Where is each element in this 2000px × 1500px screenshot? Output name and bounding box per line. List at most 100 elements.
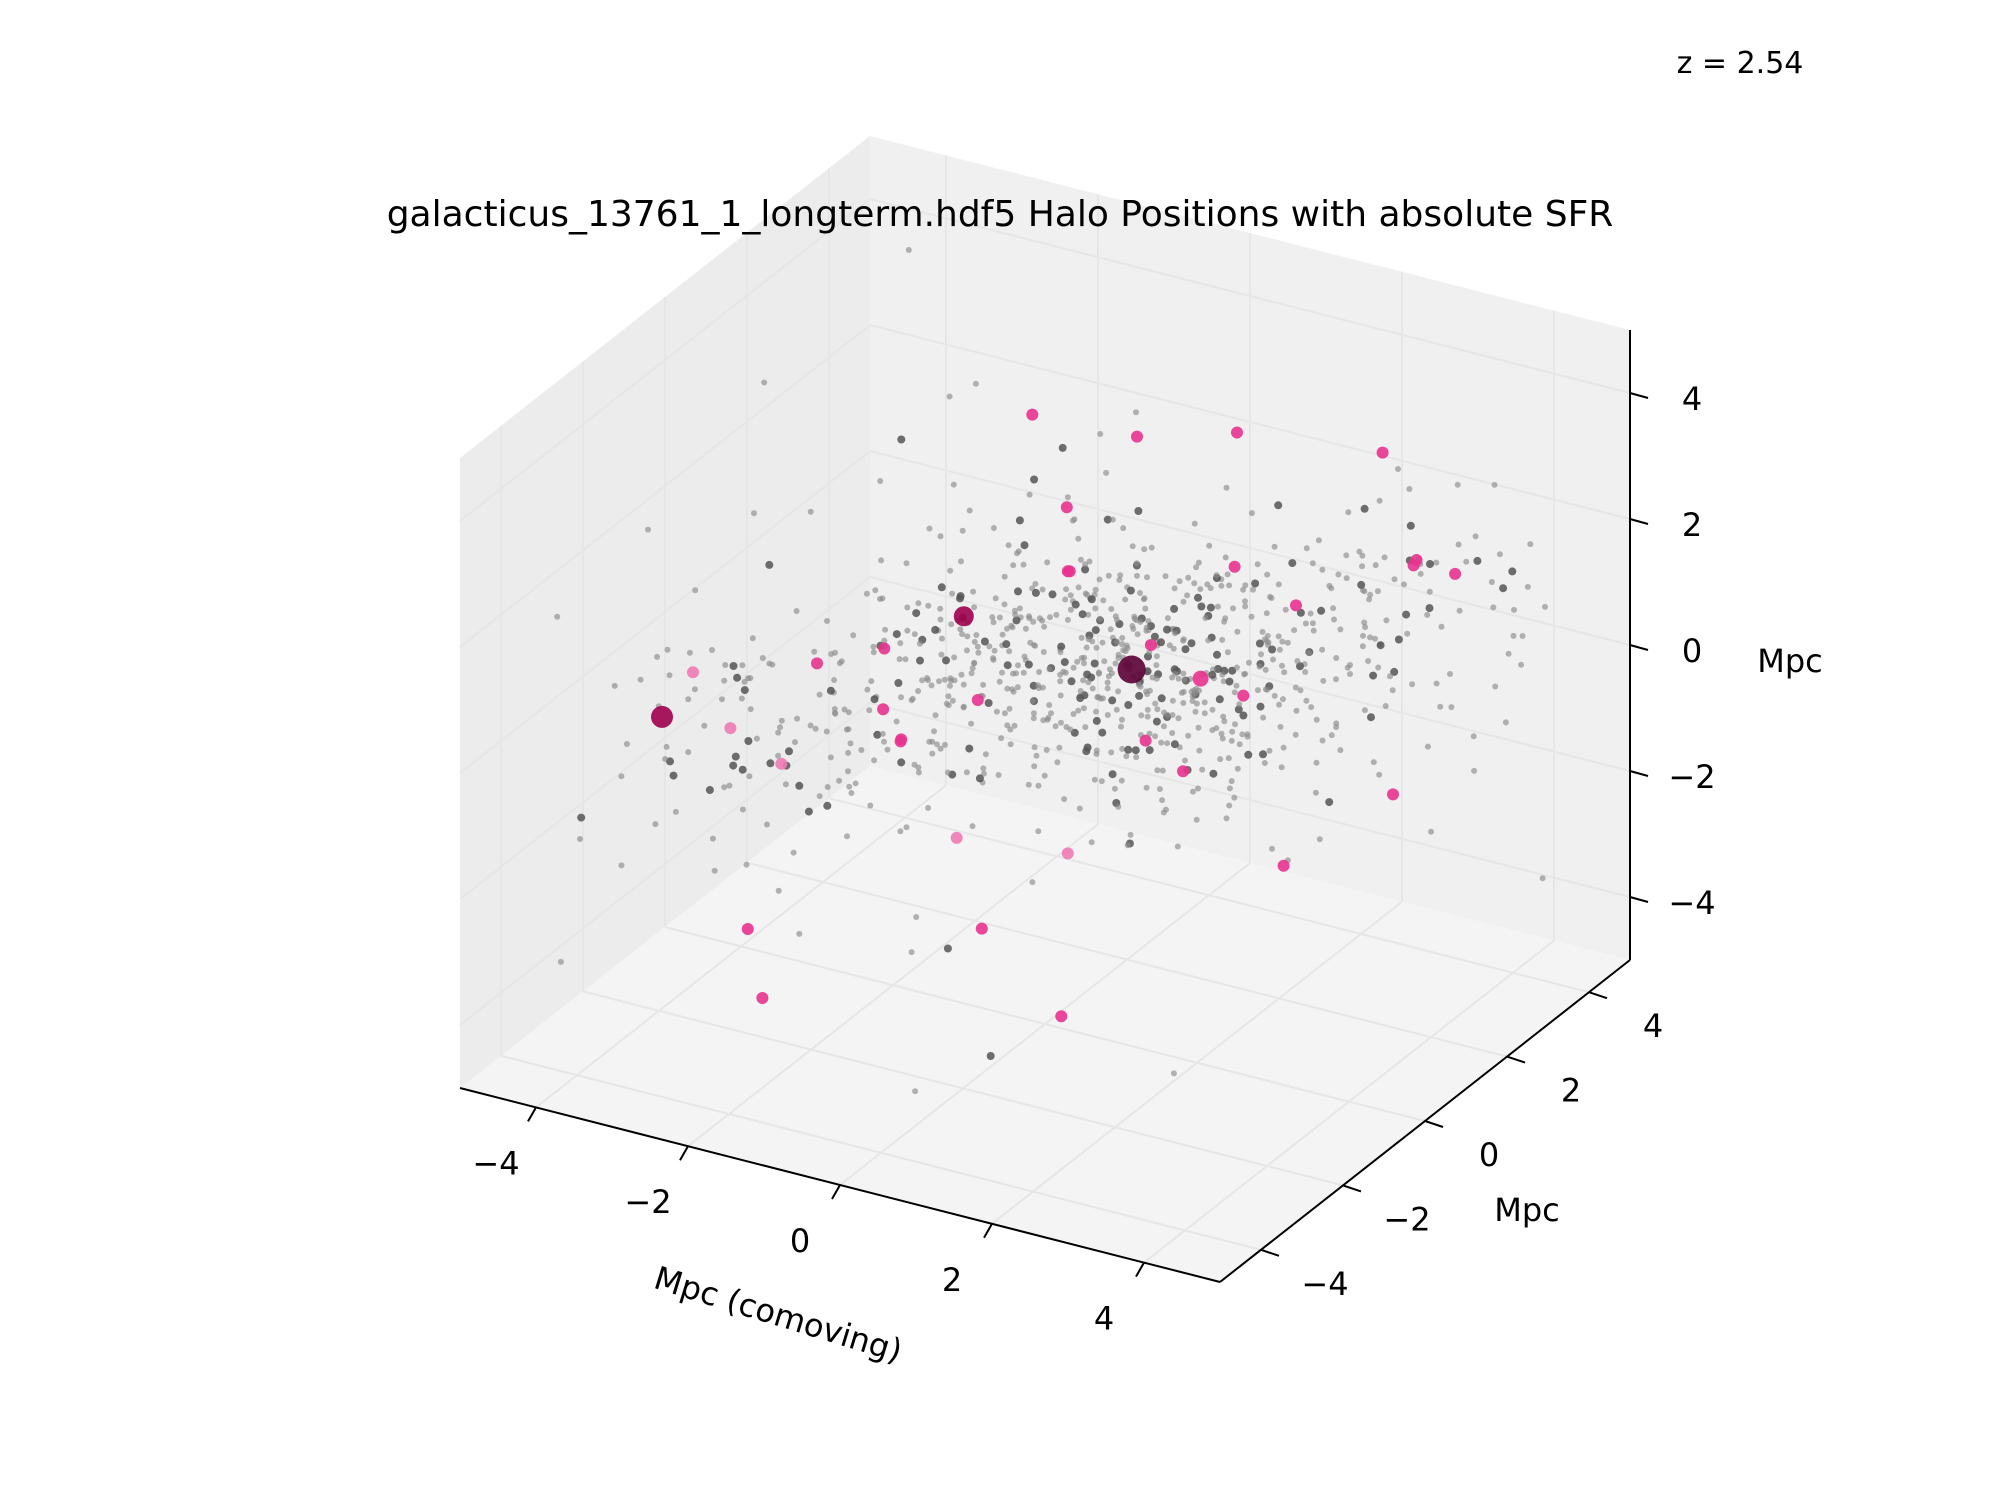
halo-point (1206, 603, 1215, 612)
halo-point (1100, 597, 1107, 604)
x-tick (983, 1223, 993, 1239)
halo-point (1170, 604, 1179, 613)
halo-point (1031, 744, 1038, 751)
halo-point (937, 616, 944, 623)
halo-point (1169, 730, 1176, 736)
halo-point (1319, 737, 1326, 744)
halo-point (1031, 588, 1040, 597)
halo-point (1282, 606, 1289, 613)
halo-point (1157, 694, 1166, 703)
halo-point (1082, 724, 1089, 731)
halo-point (1063, 586, 1070, 593)
halo-point (766, 759, 775, 768)
halo-point (721, 677, 728, 684)
halo-point (701, 722, 708, 729)
halo-point (1160, 723, 1167, 730)
halo-point (1248, 613, 1255, 620)
halo-point (1330, 605, 1337, 612)
x-tick (679, 1145, 689, 1161)
grid-line (869, 198, 1631, 394)
halo-point (1292, 684, 1299, 691)
halo-point (1333, 676, 1339, 683)
grid-line (1143, 939, 1555, 1264)
halo-point (998, 735, 1005, 742)
halo-point (1046, 666, 1053, 673)
halo-point (1433, 680, 1440, 687)
halo-point (1220, 713, 1227, 720)
halo-point (1376, 641, 1385, 650)
halo-point (823, 728, 830, 735)
halo-point (1112, 660, 1119, 667)
halo-point (1141, 546, 1148, 553)
halo-point (947, 567, 954, 574)
halo-point (749, 635, 756, 642)
halo-point (1278, 764, 1285, 771)
halo-point (975, 774, 984, 783)
halo-point (1097, 431, 1104, 437)
halo-point (777, 724, 783, 731)
halo-point (796, 930, 803, 937)
halo-point (1116, 577, 1123, 583)
halo-point (1223, 484, 1230, 491)
halo-point (1309, 560, 1316, 567)
halo-point (1077, 688, 1084, 694)
halo-point (1417, 570, 1424, 577)
halo-point (915, 600, 922, 607)
halo-point (963, 769, 970, 776)
halo-point (824, 618, 830, 624)
halo-point (1169, 697, 1176, 704)
halo-point (957, 626, 964, 633)
halo-point (804, 807, 813, 816)
z-tick-label: 4 (1682, 380, 1702, 418)
halo-point (1098, 778, 1105, 785)
halo-point (726, 782, 733, 789)
halo-point (1152, 700, 1159, 707)
halo-point (1317, 606, 1326, 615)
grid-line (459, 324, 871, 648)
halo-point (1057, 649, 1064, 656)
halo-point (1182, 757, 1188, 764)
grid-line (869, 324, 1631, 520)
halo-point (1115, 803, 1122, 810)
grid-line (459, 450, 871, 774)
sfr-point (775, 757, 788, 770)
halo-point (1170, 740, 1179, 749)
x-tick-label: 0 (790, 1222, 810, 1260)
halo-point (1170, 1070, 1177, 1077)
halo-point (1143, 688, 1149, 695)
halo-point (1131, 746, 1140, 755)
halo-point (1236, 701, 1243, 708)
halo-point (1181, 676, 1188, 683)
halo-point (1424, 611, 1431, 618)
halo-point (864, 686, 871, 693)
halo-point (1154, 706, 1161, 713)
halo-point (1157, 638, 1165, 647)
halo-point (1131, 613, 1138, 620)
halo-point (785, 747, 793, 756)
halo-point (1016, 605, 1023, 612)
halo-point (1169, 674, 1176, 681)
halo-point (1225, 755, 1232, 762)
halo-point (827, 754, 834, 761)
halo-point (972, 380, 979, 387)
halo-point (1176, 578, 1183, 585)
halo-point (1184, 592, 1191, 599)
halo-point (1542, 603, 1548, 610)
halo-point (1013, 670, 1019, 677)
halo-point (1518, 661, 1525, 668)
halo-point (1383, 617, 1390, 624)
halo-point (937, 533, 944, 540)
halo-point (989, 614, 996, 621)
halo-point (912, 609, 921, 618)
halo-point (1030, 475, 1039, 484)
halo-point (1271, 692, 1278, 699)
halo-point (1224, 649, 1231, 656)
halo-point (637, 676, 644, 683)
halo-point (1071, 600, 1080, 609)
halo-point (1154, 767, 1161, 774)
sfr-point (756, 992, 769, 1004)
halo-point (1333, 720, 1340, 727)
halo-point (1202, 615, 1209, 621)
sfr-point (1192, 670, 1209, 687)
halo-point (909, 695, 916, 702)
